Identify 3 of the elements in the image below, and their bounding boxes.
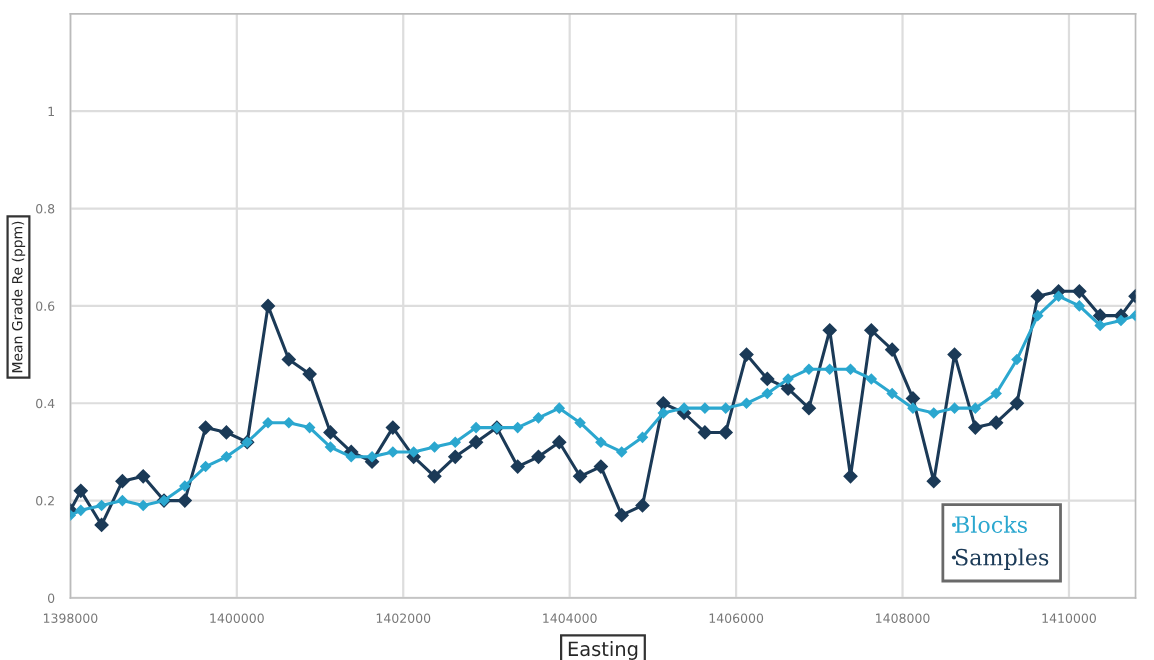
legend-label: Samples: [955, 548, 1049, 570]
legend-label: Blocks: [955, 515, 1027, 533]
x-axis-title: Easting: [568, 641, 638, 660]
